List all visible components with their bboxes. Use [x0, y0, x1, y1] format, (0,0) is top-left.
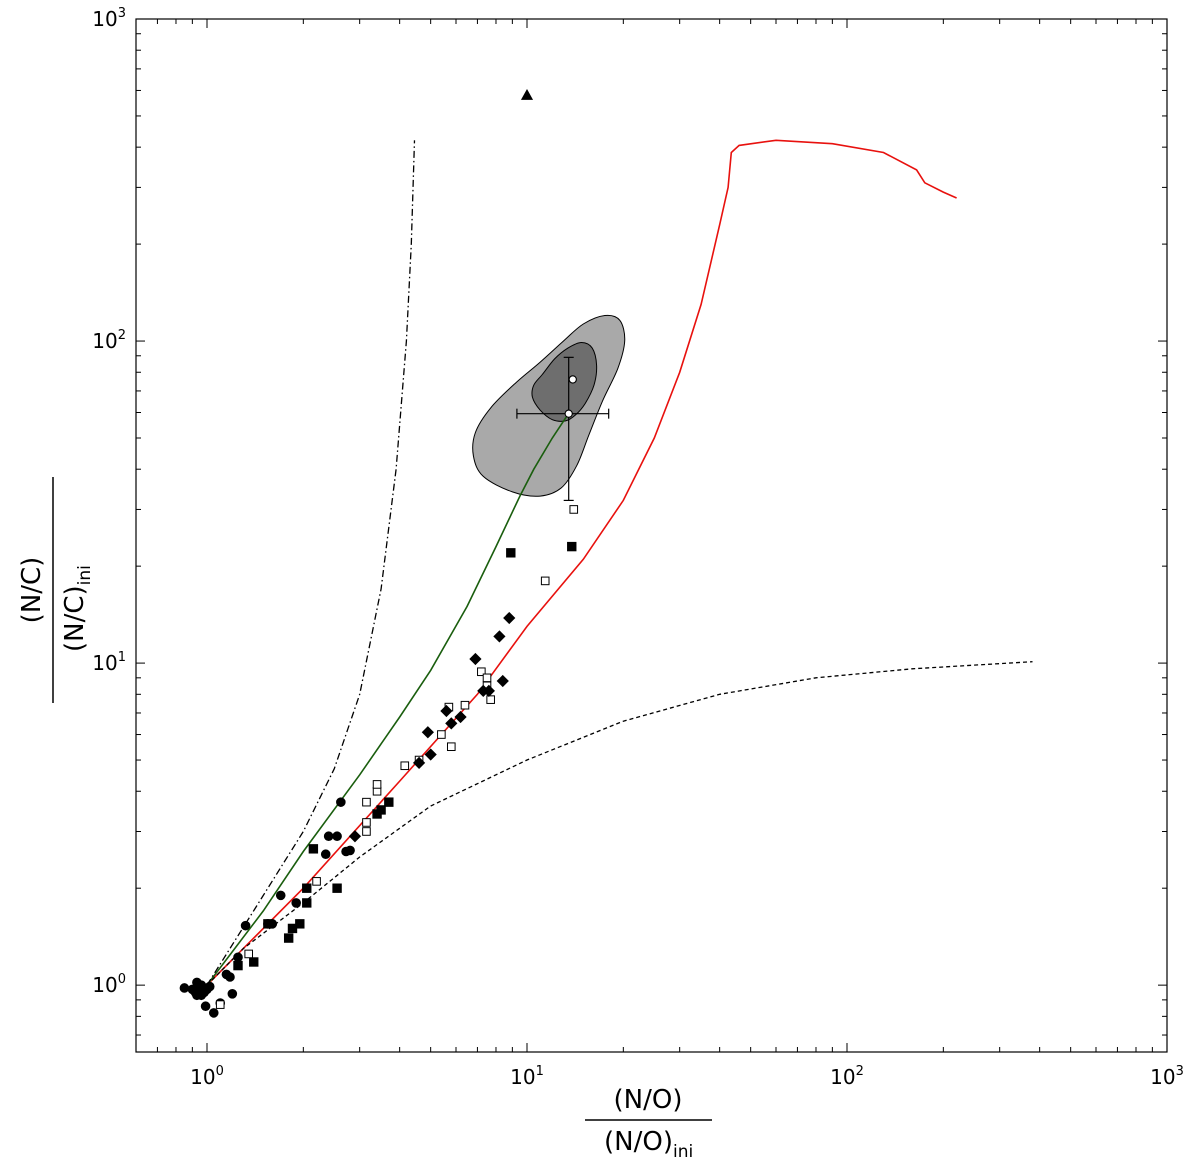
model-curves [206, 139, 1033, 986]
filled-square-point [302, 883, 312, 893]
dashed-curve [206, 661, 1033, 986]
circle-point [179, 983, 190, 993]
open-square-point [400, 761, 410, 771]
measurements [516, 356, 610, 502]
circle-point [204, 981, 215, 992]
open-square-point [244, 949, 253, 959]
diamond-point [454, 710, 467, 724]
filled-square-point [376, 805, 386, 815]
circle-point [233, 952, 243, 963]
open-square-point [460, 700, 470, 710]
circle-point [196, 980, 207, 990]
circle-point [345, 845, 355, 856]
open-square-point [486, 695, 495, 704]
diamond-point [412, 756, 426, 769]
triangle-point [520, 88, 534, 100]
diamond-point [496, 674, 509, 688]
open-square-point [215, 1000, 225, 1009]
axis-labels: (N/O) (N/O)ini (N/C) (N/C)ini [17, 477, 712, 1162]
filled-square-point [295, 919, 305, 929]
dash-dot-curve [206, 140, 416, 986]
measurement-point [564, 409, 573, 418]
circle-point [275, 890, 286, 901]
x-tick-label: 101 [510, 1064, 544, 1089]
y-axis-label: (N/C) (N/C)ini [17, 477, 95, 703]
open-square-point [446, 742, 456, 752]
diamond-point [424, 748, 437, 761]
filled-square-point [308, 844, 319, 854]
x-axis-label-numerator: (N/O) [614, 1085, 683, 1115]
data-points [179, 88, 579, 1018]
circle-point [240, 920, 251, 931]
filled-square-point [233, 960, 243, 971]
y-tick-label: 100 [92, 972, 126, 997]
circle-point [323, 831, 334, 842]
open-square-point [372, 780, 382, 789]
filled-square-point [302, 898, 312, 908]
circle-point [332, 831, 342, 842]
open-square-point [540, 576, 550, 586]
diamond-point [493, 630, 506, 643]
plot-frame [135, 18, 1168, 1053]
x-tick-label: 100 [190, 1064, 224, 1089]
open-square-point [362, 818, 371, 827]
y-tick-label: 103 [92, 6, 126, 31]
circle-point [225, 972, 235, 982]
confidence-regions [472, 314, 626, 497]
filled-square-point [567, 541, 577, 552]
diamond-point [503, 611, 516, 625]
circle-point [208, 1008, 219, 1018]
y-tick-label: 101 [92, 650, 126, 675]
y-tick-label: 102 [92, 328, 126, 353]
filled-square-point [384, 797, 394, 807]
circle-point [336, 797, 346, 807]
filled-square-point [332, 883, 342, 893]
green-model-track [206, 414, 569, 986]
x-axis-label-denominator: (N/O)ini [604, 1127, 693, 1162]
circle-point [200, 1001, 211, 1012]
open-square-point [362, 827, 371, 836]
open-square-point [362, 797, 371, 807]
open-square-point [569, 505, 579, 514]
measurement-point [568, 375, 577, 384]
open-square-point [477, 667, 486, 677]
filled-square-point [263, 919, 273, 929]
diamond-point [469, 652, 482, 666]
axes: 100 101 102 103 100 101 102 103 [92, 6, 1184, 1089]
open-square-point [312, 877, 321, 886]
circle-point [192, 990, 202, 1001]
filled-square-point [283, 933, 294, 943]
circle-point [320, 849, 331, 860]
y-axis-label-numerator: (N/C) [17, 557, 47, 624]
diamond-point [348, 830, 362, 843]
diamond-point [482, 684, 495, 697]
circle-point [291, 898, 301, 908]
y-axis-label-denominator: (N/C)ini [60, 565, 95, 652]
open-square-point [482, 673, 492, 683]
open-square-point [437, 730, 446, 739]
x-tick-label: 102 [830, 1064, 864, 1089]
filled-square-point [506, 548, 516, 558]
diamond-point [445, 717, 458, 730]
red-model-track [206, 139, 957, 986]
diamond-point [421, 726, 434, 739]
x-tick-label: 103 [1150, 1064, 1184, 1089]
circle-point [227, 988, 238, 999]
filled-square-point [249, 957, 259, 967]
diamond-point [440, 704, 453, 718]
inner-confidence-region [531, 341, 598, 422]
